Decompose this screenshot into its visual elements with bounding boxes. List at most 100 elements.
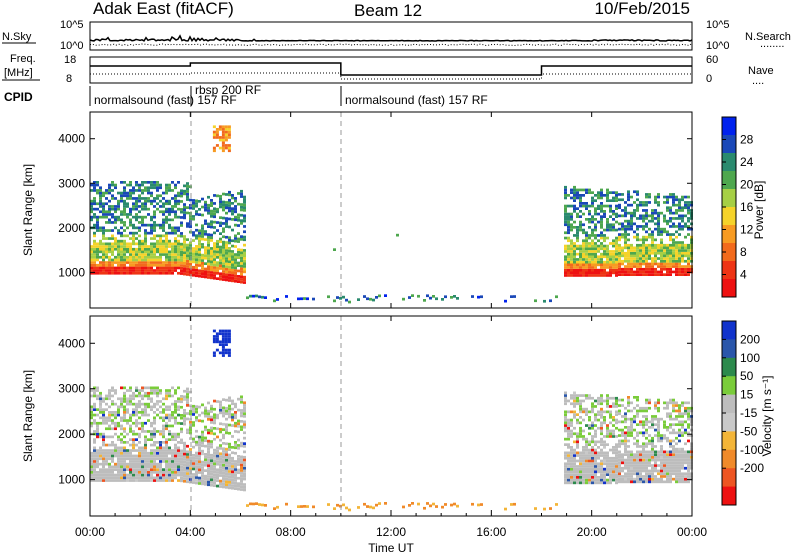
echo-cell [621,415,624,418]
echo-cell [141,197,144,200]
echo-cell [225,472,228,476]
echo-cell [111,465,114,469]
echo-cell [606,473,609,476]
echo-cell [204,222,207,225]
echo-cell [588,396,591,400]
echo-cell [174,261,177,264]
echo-cell [114,255,117,259]
echo-cell [615,399,618,403]
echo-cell [666,198,669,202]
echo-cell [624,246,627,250]
echo-cell [207,480,210,484]
echo-cell [132,266,135,270]
echo-cell [123,194,126,198]
echo-cell [687,426,690,429]
echo-cell [603,260,606,264]
echo-cell [168,231,171,235]
echo-cell [204,230,207,233]
echo-cell [129,218,132,222]
echo-cell [585,448,588,452]
echo-cell [603,268,606,272]
echo-cell [591,274,594,277]
echo-cell [606,196,609,200]
echo-cell [432,295,435,298]
echo-cell [627,225,630,228]
echo-cell [165,221,168,224]
echo-cell [96,226,99,230]
echo-cell [189,244,192,247]
echo-cell [597,255,600,259]
echo-cell [639,262,642,266]
echo-cell [573,271,576,275]
echo-cell [150,253,153,256]
echo-cell [219,272,222,276]
echo-cell [639,249,642,252]
echo-cell [90,457,93,461]
echo-cell [108,411,111,414]
echo-cell [627,219,630,223]
echo-cell [225,193,228,196]
echo-cell [99,245,102,248]
echo-cell [243,406,246,410]
echo-cell [585,443,588,446]
echo-cell [240,272,243,276]
echo-cell [111,411,114,414]
echo-cell [129,462,132,466]
echo-cell [123,451,126,455]
echo-cell [216,468,219,472]
echo-cell [678,453,681,456]
echo-cell [651,273,654,276]
echo-cell [123,391,126,395]
echo-cell [195,435,198,438]
echo-cell [177,397,180,401]
echo-cell [135,261,138,264]
echo-cell [681,456,684,459]
echo-cell [150,247,153,251]
echo-cell [654,434,657,437]
echo-cell [582,266,585,269]
echo-cell [642,225,645,228]
echo-cell [234,210,237,214]
echo-cell [228,239,231,242]
echo-cell [624,233,627,236]
echo-cell [630,475,633,478]
echo-cell [90,424,93,428]
echo-cell [594,207,597,210]
echo-cell [642,243,645,247]
echo-cell [675,267,678,271]
echo-cell [678,262,681,266]
echo-cell [153,479,156,482]
echo-cell [591,462,594,466]
echo-cell [603,446,606,449]
echo-cell [588,465,591,468]
echo-cell [96,215,99,219]
echo-cell [117,199,120,203]
echo-cell [681,450,684,454]
echo-cell [93,181,96,184]
echo-cell [564,255,567,259]
echo-cell [132,402,135,406]
echo-cell [108,462,111,466]
echo-cell [657,230,660,234]
echo-cell [144,234,147,238]
echo-cell [93,234,96,238]
echo-cell [207,233,210,236]
echo-cell [153,223,156,227]
echo-cell [102,253,105,256]
echo-cell [144,186,147,190]
echo-cell [147,263,150,267]
echo-cell [174,258,177,262]
echo-cell [588,481,591,485]
echo-cell [645,273,648,276]
echo-cell [603,481,606,485]
echo-cell [618,442,621,446]
echo-cell [234,261,237,264]
echo-cell [123,419,126,422]
echo-cell [186,182,189,185]
echo-cell [192,252,195,256]
echo-cell [195,266,198,269]
echo-cell [225,246,228,250]
echo-cell [189,475,192,479]
echo-cell [636,251,639,255]
echo-cell [300,505,303,508]
